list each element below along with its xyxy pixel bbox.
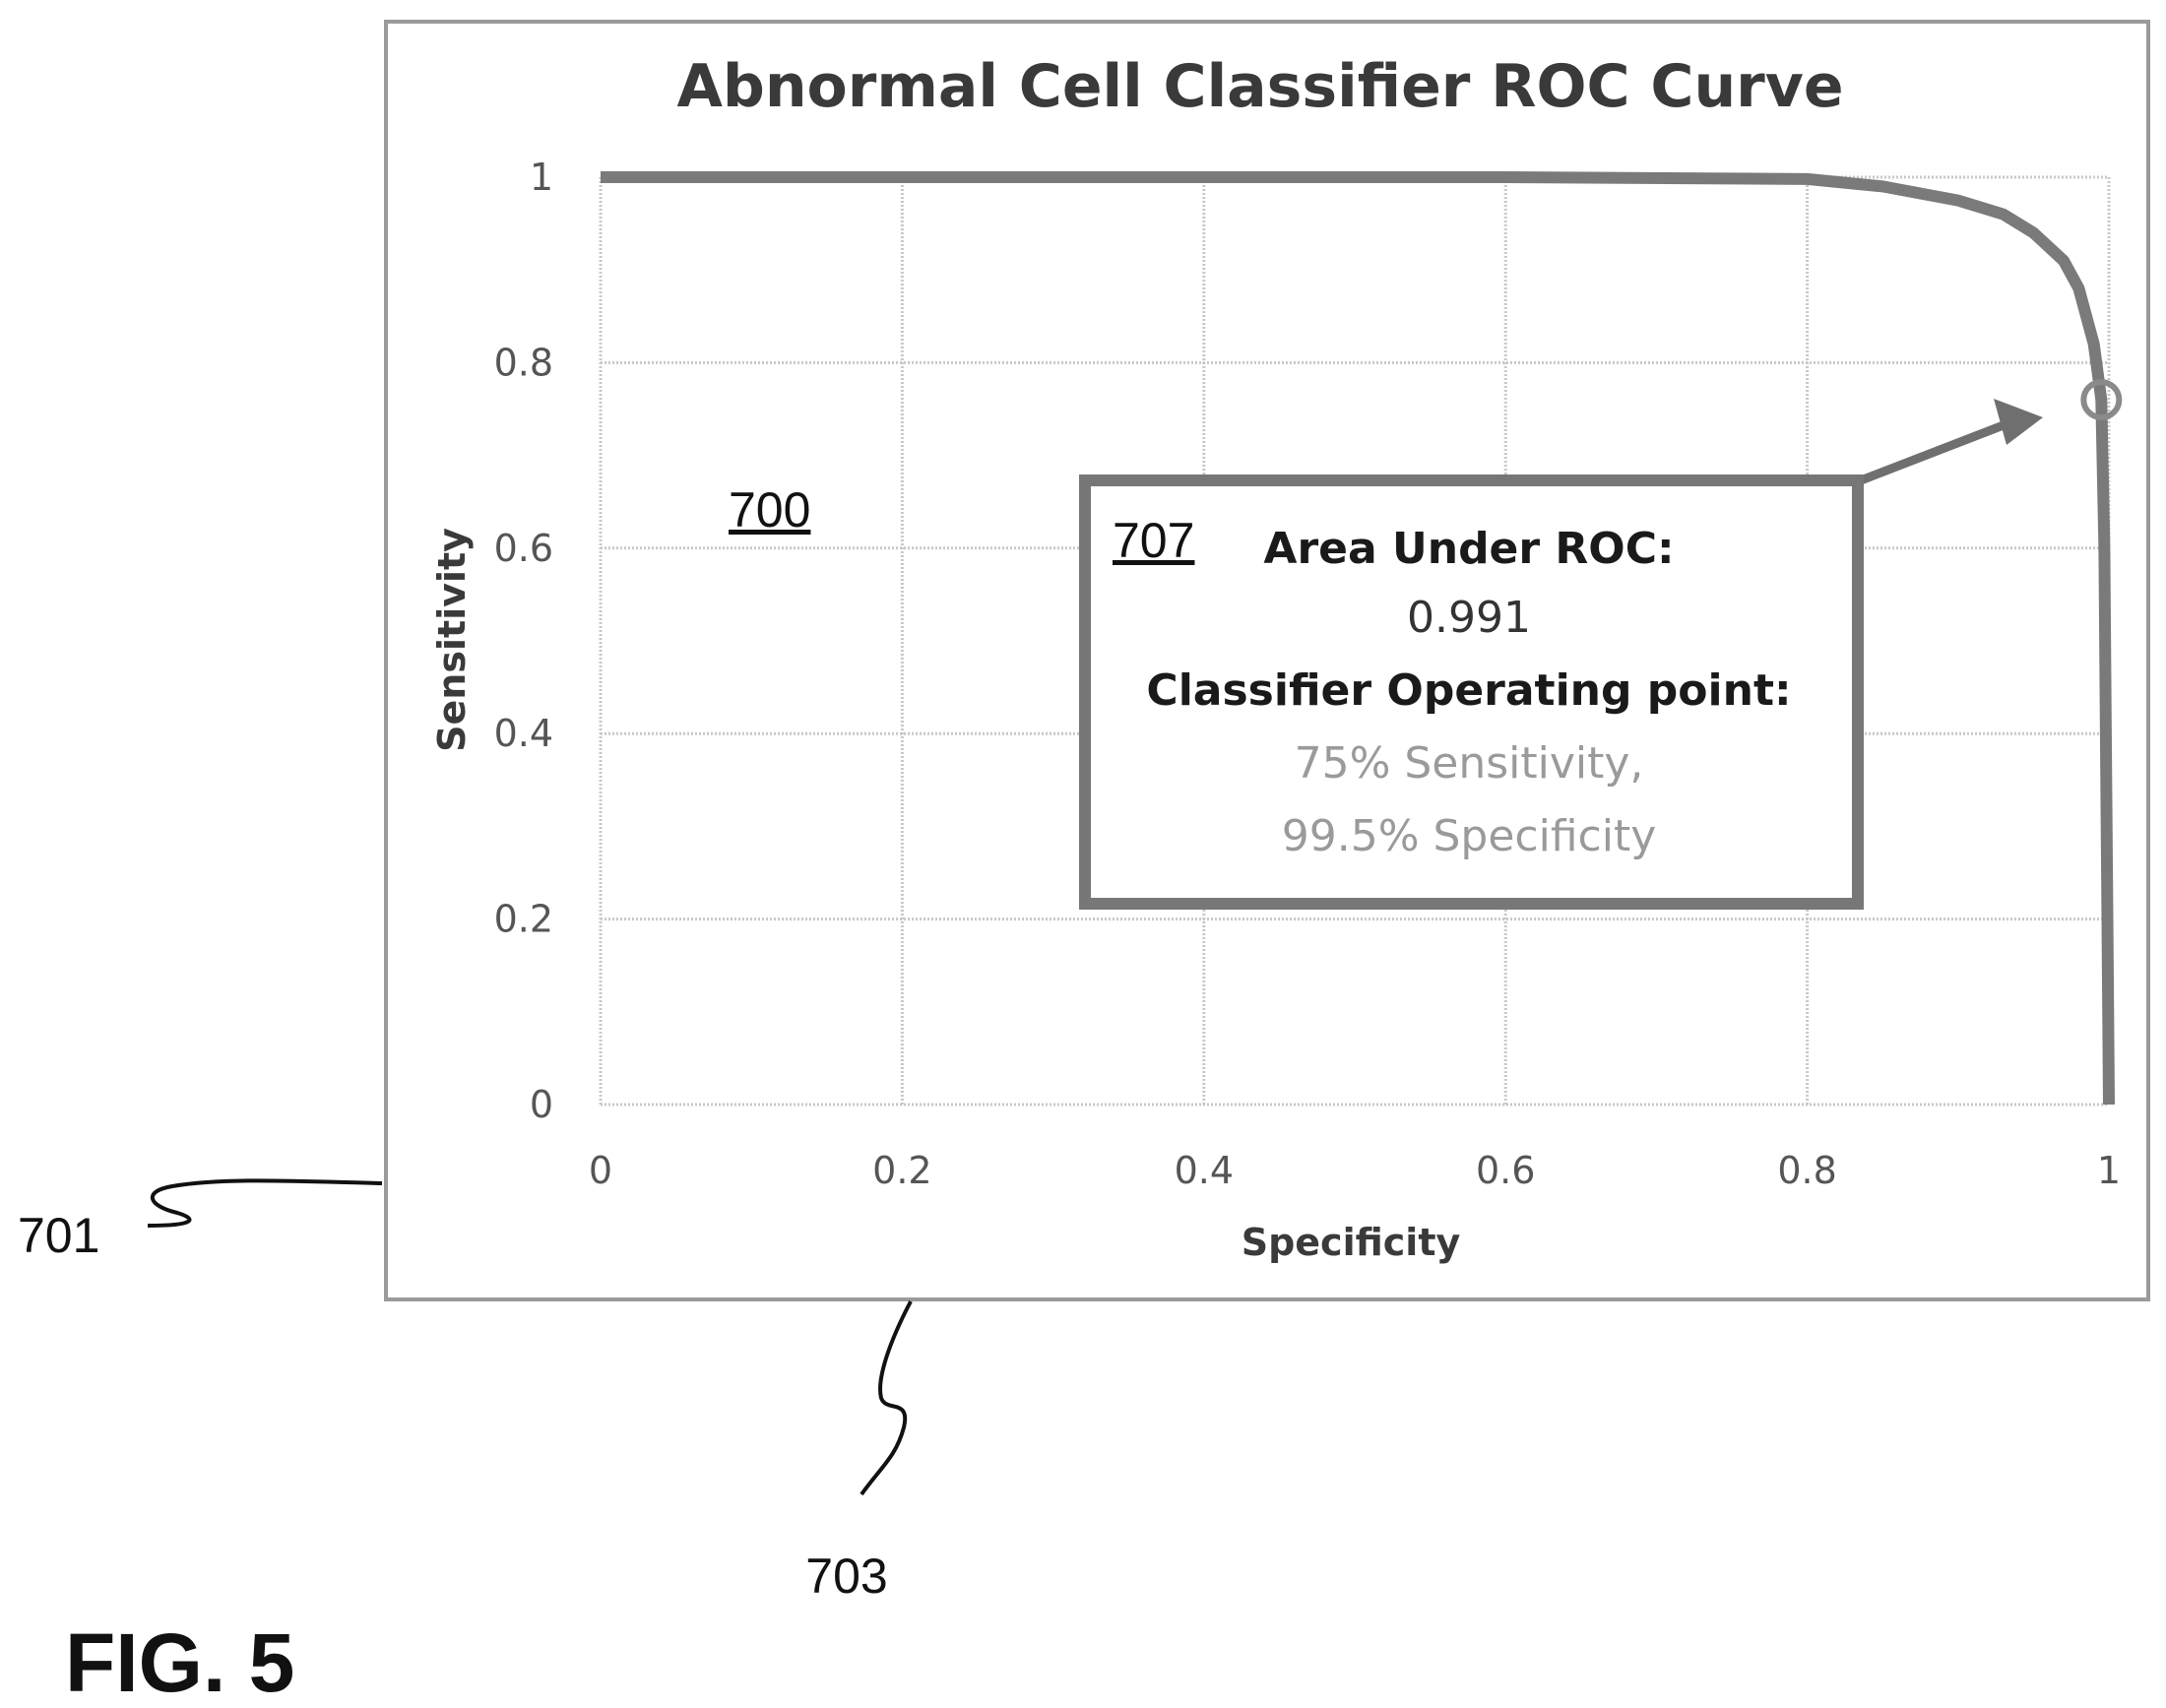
annotation-sensitivity: 75% Sensitivity,: [1295, 738, 1644, 789]
x-axis-label: Specificity: [1242, 1221, 1461, 1264]
axis-ref-703: 703: [805, 1549, 887, 1604]
figure-label: FIG. 5: [65, 1616, 294, 1708]
y-tick-label: 0.4: [494, 712, 553, 755]
chart-title: Abnormal Cell Classifier ROC Curve: [676, 52, 1843, 121]
roc-curve-line: [601, 171, 2115, 1106]
y-tick-label: 0.8: [494, 341, 553, 384]
annotation-auc-value: 0.991: [1407, 593, 1531, 643]
plot-ref-700: 700: [729, 482, 810, 538]
y-tick-label: 0: [530, 1083, 553, 1126]
y-tick-label: 0.6: [494, 527, 553, 570]
x-tick-labels: 0 0.2 0.4 0.6 0.8 1: [589, 1149, 2121, 1192]
frame-ref-701: 701: [18, 1208, 99, 1263]
annotation-auc-label: Area Under ROC:: [1263, 524, 1674, 574]
annotation-arrow-shaft: [1859, 418, 2010, 485]
x-tick-label: 0.6: [1476, 1149, 1535, 1192]
x-tick-label: 0.4: [1175, 1149, 1234, 1192]
x-tick-label: 0: [589, 1149, 612, 1192]
operating-point-marker: [2080, 379, 2123, 421]
y-axis-label: Sensitivity: [430, 528, 474, 752]
x-tick-label: 0.8: [1777, 1149, 1836, 1192]
x-tick-label: 1: [2097, 1149, 2121, 1192]
annotation-arrow-head: [1994, 399, 2043, 445]
leader-line-703: [860, 1300, 913, 1496]
x-tick-label: 0.2: [872, 1149, 931, 1192]
annotation-ref-707: 707: [1113, 513, 1194, 568]
chart-frame: [384, 20, 2150, 1301]
annotation-operating-label: Classifier Operating point:: [1146, 665, 1791, 716]
y-tick-labels: 1 0.8 0.6 0.4 0.2 0: [494, 156, 553, 1126]
annotation-specificity: 99.5% Specificity: [1282, 811, 1657, 861]
leader-line-701: [147, 1178, 383, 1228]
y-tick-label: 0.2: [494, 898, 553, 941]
annotation-box: [1079, 474, 1864, 910]
y-tick-label: 1: [530, 156, 553, 199]
